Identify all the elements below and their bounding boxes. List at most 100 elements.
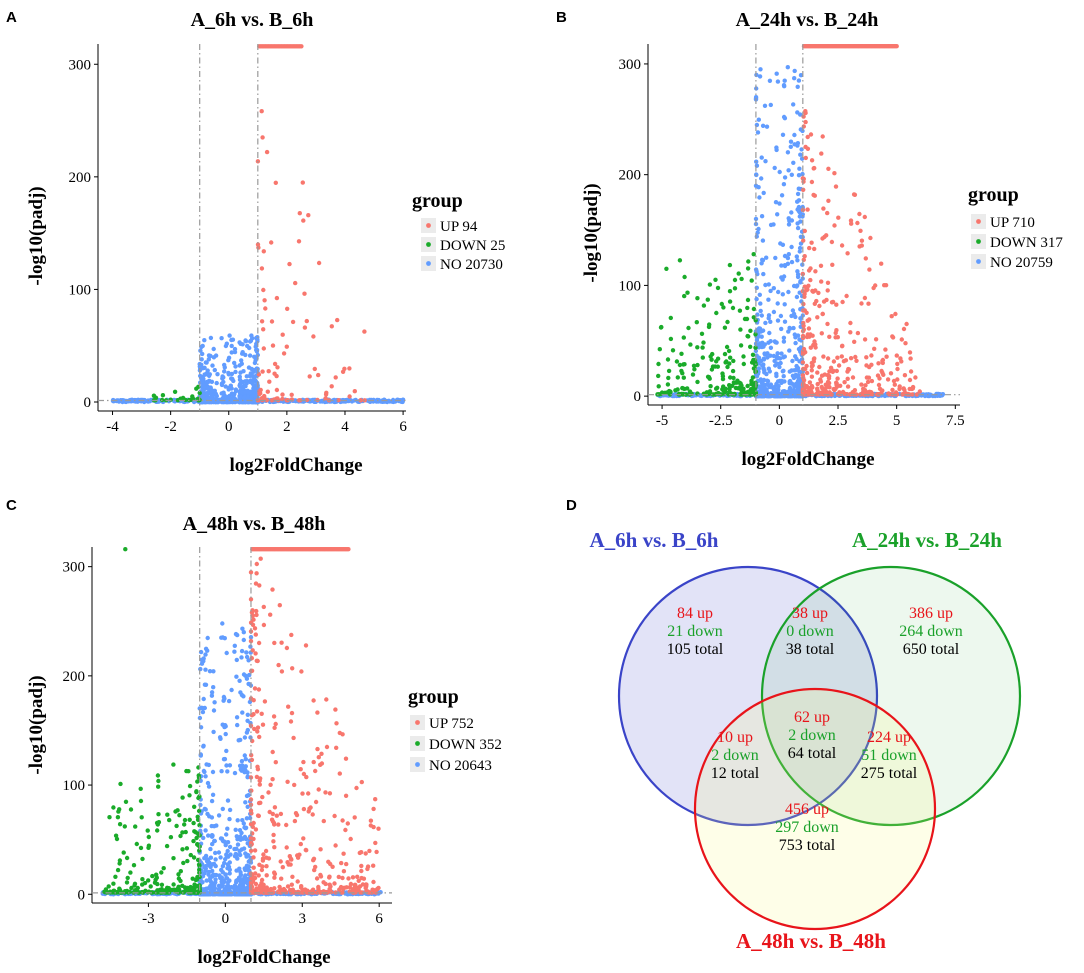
point-no xyxy=(759,334,764,339)
point-up xyxy=(339,860,344,866)
point-up xyxy=(324,390,329,395)
point-no xyxy=(246,365,252,370)
y-tick-label: 200 xyxy=(63,669,86,685)
point-up xyxy=(254,709,260,714)
point-down xyxy=(751,359,756,364)
legend-marker-no-a xyxy=(426,261,431,266)
point-no xyxy=(216,883,222,888)
point-up xyxy=(863,256,868,261)
point-no xyxy=(203,864,208,869)
point-no xyxy=(227,807,233,813)
venn-region-down-count: 2 down xyxy=(711,747,759,764)
legend-entry-no-b: NO 20759 xyxy=(990,255,1053,271)
point-up xyxy=(274,813,279,818)
point-no xyxy=(207,814,212,819)
legend-title-c: group xyxy=(408,686,459,708)
point-down xyxy=(114,890,119,895)
point-down xyxy=(748,328,753,333)
point-no xyxy=(795,333,801,338)
point-down xyxy=(197,848,202,853)
point-no xyxy=(792,368,797,373)
point-no xyxy=(206,833,211,838)
point-up xyxy=(376,826,381,831)
point-no xyxy=(207,353,212,359)
point-down xyxy=(155,881,160,887)
point-no xyxy=(244,863,250,868)
point-up xyxy=(801,323,806,328)
point-no xyxy=(247,339,253,344)
point-no xyxy=(204,360,209,365)
point-up xyxy=(261,287,266,293)
point-up xyxy=(274,295,280,301)
point-up xyxy=(810,363,815,368)
point-no xyxy=(796,373,801,378)
point-no xyxy=(231,378,236,384)
point-up xyxy=(851,192,857,197)
point-up xyxy=(813,345,818,350)
point-no xyxy=(206,784,212,789)
point-down xyxy=(183,888,189,893)
point-no xyxy=(796,173,802,178)
point-up xyxy=(259,877,265,883)
point-no xyxy=(245,718,250,723)
point-up xyxy=(302,325,308,330)
point-down xyxy=(699,331,705,336)
point-down xyxy=(730,368,736,374)
point-up xyxy=(857,244,862,249)
point-up xyxy=(846,367,852,372)
point-up xyxy=(256,687,262,692)
point-up xyxy=(278,859,283,864)
point-no xyxy=(214,823,219,828)
point-up xyxy=(261,604,266,610)
point-down xyxy=(172,389,178,394)
point-no xyxy=(779,378,785,384)
point-down xyxy=(707,322,712,327)
point-no xyxy=(793,314,798,320)
x-tick-label: 6 xyxy=(399,419,407,435)
point-up xyxy=(352,389,357,394)
point-up xyxy=(333,375,338,380)
point-up xyxy=(839,344,845,349)
point-no xyxy=(760,238,766,243)
point-down xyxy=(722,325,728,330)
point-up xyxy=(299,669,304,674)
venn-region-total-count: 753 total xyxy=(779,837,836,854)
point-no xyxy=(200,351,205,357)
point-no xyxy=(198,348,203,353)
point-no xyxy=(228,852,233,857)
point-down xyxy=(106,884,111,889)
point-up xyxy=(279,876,284,881)
point-down xyxy=(737,308,743,313)
point-no xyxy=(793,354,798,359)
point-up xyxy=(364,882,369,887)
point-down xyxy=(746,259,751,264)
point-down xyxy=(679,391,684,397)
point-down xyxy=(117,822,123,827)
point-down xyxy=(188,852,193,858)
point-down xyxy=(182,817,188,823)
point-up xyxy=(259,867,265,873)
point-up xyxy=(862,214,867,220)
point-up xyxy=(284,344,289,349)
point-up xyxy=(311,334,316,339)
venn-region-down-count: 297 down xyxy=(775,819,839,836)
point-up xyxy=(252,875,258,881)
point-up xyxy=(257,389,262,394)
point-up xyxy=(907,377,913,383)
point-down xyxy=(741,386,746,391)
point-no xyxy=(243,825,248,831)
point-up xyxy=(800,333,806,339)
point-down xyxy=(673,388,678,393)
point-no xyxy=(775,212,780,217)
venn-region-abc: 62 up 2 down 64 total xyxy=(788,709,837,762)
point-down xyxy=(736,271,741,276)
point-up xyxy=(326,859,331,864)
point-no xyxy=(760,123,766,128)
point-no xyxy=(349,399,355,404)
point-no xyxy=(759,344,765,350)
point-down xyxy=(114,836,120,842)
point-down xyxy=(694,320,699,325)
point-no xyxy=(780,277,785,282)
point-down xyxy=(665,382,671,387)
